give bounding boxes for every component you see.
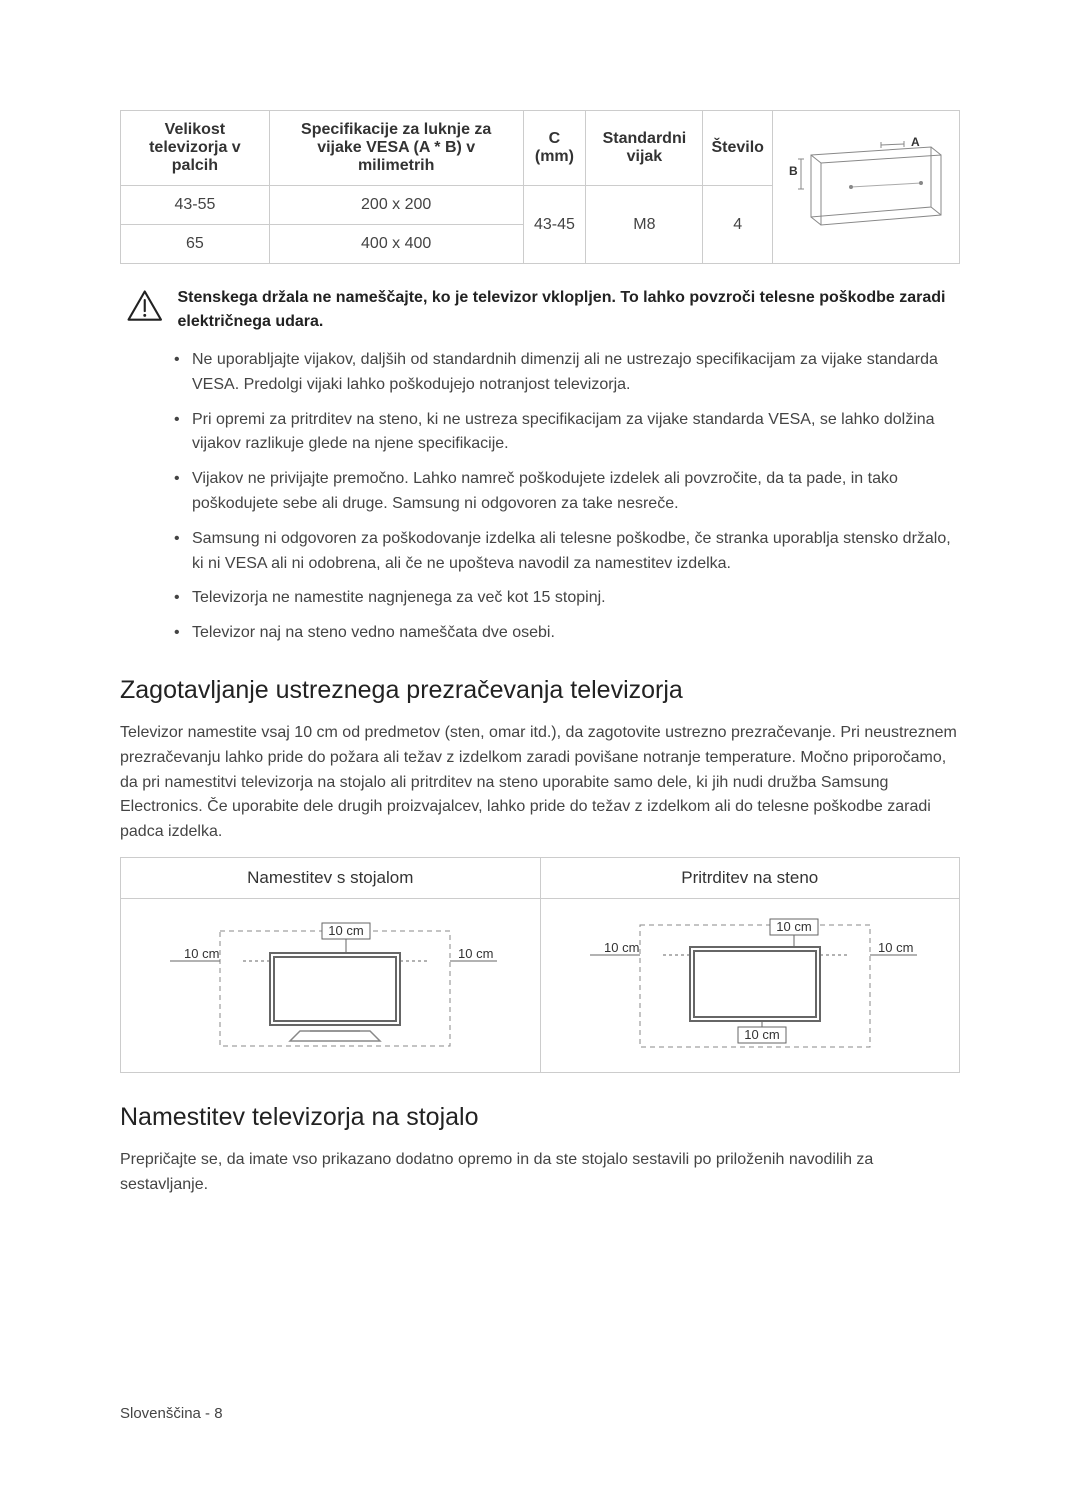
diagram-label-a: A xyxy=(911,137,920,149)
spec-header-size: Velikost televizorja v palcih xyxy=(121,111,270,186)
spec-row-vesa-0: 200 x 200 xyxy=(269,186,523,225)
section-ventilation-body: Televizor namestite vsaj 10 cm od predme… xyxy=(120,721,960,845)
svg-text:10 cm: 10 cm xyxy=(878,940,913,955)
spec-header-screw: Standardni vijak xyxy=(586,111,703,186)
install-cell-wall: 10 cm 10 cm 10 cm 10 cm xyxy=(540,898,960,1072)
wall-install-icon: 10 cm 10 cm 10 cm 10 cm xyxy=(570,913,930,1053)
install-table: Namestitev s stojalom Pritrditev na sten… xyxy=(120,857,960,1073)
spec-row-size-1: 65 xyxy=(121,225,270,264)
bullet-item: Ne uporabljajte vijakov, daljših od stan… xyxy=(174,348,960,398)
section-stand-body: Prepričajte se, da imate vso prikazano d… xyxy=(120,1148,960,1198)
spec-screw: M8 xyxy=(586,186,703,264)
spec-count: 4 xyxy=(703,186,772,264)
bullet-item: Televizorja ne namestite nagnjenega za v… xyxy=(174,586,960,611)
svg-text:10 cm: 10 cm xyxy=(329,923,364,938)
install-header-stand: Namestitev s stojalom xyxy=(121,857,541,898)
warning-block: Stenskega držala ne nameščajte, ko je te… xyxy=(120,286,960,334)
vesa-diagram-icon: A B xyxy=(781,137,951,237)
svg-text:10 cm: 10 cm xyxy=(458,946,493,961)
page-footer: Slovenščina - 8 xyxy=(120,1405,223,1422)
svg-text:10 cm: 10 cm xyxy=(184,946,219,961)
bullet-item: Televizor naj na steno vedno nameščata d… xyxy=(174,621,960,646)
spec-header-vesa: Specifikacije za luknje za vijake VESA (… xyxy=(269,111,523,186)
vesa-diagram-cell: A B xyxy=(772,111,959,264)
bullet-item: Pri opremi za pritrditev na steno, ki ne… xyxy=(174,408,960,458)
warning-icon xyxy=(126,286,164,326)
spec-row-size-0: 43-55 xyxy=(121,186,270,225)
warning-text: Stenskega držala ne nameščajte, ko je te… xyxy=(178,286,961,334)
svg-text:10 cm: 10 cm xyxy=(604,940,639,955)
spec-table: Velikost televizorja v palcih Specifikac… xyxy=(120,110,960,264)
stand-install-icon: 10 cm 10 cm 10 cm xyxy=(150,913,510,1053)
bullet-item: Vijakov ne privijajte premočno. Lahko na… xyxy=(174,467,960,517)
svg-text:10 cm: 10 cm xyxy=(776,919,811,934)
spec-header-cmm: C (mm) xyxy=(523,111,586,186)
diagram-label-b: B xyxy=(789,164,798,178)
spec-cmm: 43-45 xyxy=(523,186,586,264)
svg-text:10 cm: 10 cm xyxy=(744,1027,779,1042)
bullet-list: Ne uporabljajte vijakov, daljših od stan… xyxy=(120,348,960,646)
install-cell-stand: 10 cm 10 cm 10 cm xyxy=(121,898,541,1072)
spec-header-count: Število xyxy=(703,111,772,186)
section-ventilation-title: Zagotavljanje ustreznega prezračevanja t… xyxy=(120,676,960,705)
spec-row-vesa-1: 400 x 400 xyxy=(269,225,523,264)
install-header-wall: Pritrditev na steno xyxy=(540,857,960,898)
section-stand-title: Namestitev televizorja na stojalo xyxy=(120,1103,960,1132)
bullet-item: Samsung ni odgovoren za poškodovanje izd… xyxy=(174,527,960,577)
